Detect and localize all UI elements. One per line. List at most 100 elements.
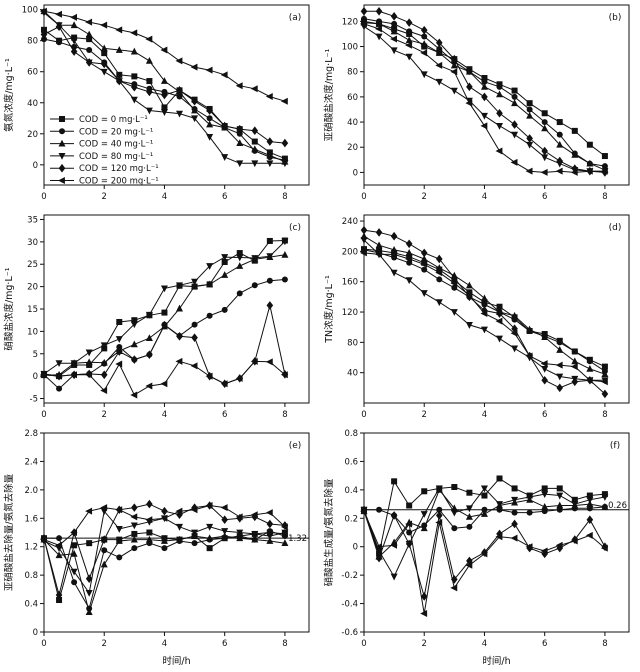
y-tick-label: 0.8 xyxy=(344,429,358,439)
triangle-down-marker xyxy=(221,154,229,161)
triangle-left-marker xyxy=(250,511,258,519)
square-marker xyxy=(541,110,548,117)
series-line xyxy=(363,487,605,578)
panel-b-chart: 0 20 40 60 80 100 120 0 2 4 6 8 亚硝酸盐浓度/mg·L⁻¹ (b) xyxy=(323,4,630,202)
circle-marker xyxy=(451,284,458,291)
square-marker xyxy=(251,138,258,145)
triangle-left-marker xyxy=(280,523,288,531)
square-marker xyxy=(541,485,548,492)
triangle-left-marker xyxy=(265,509,273,517)
circle-marker xyxy=(221,306,228,313)
series-triangle-left xyxy=(40,501,288,549)
diamond-marker xyxy=(131,355,138,364)
circle-marker xyxy=(586,358,593,365)
triangle-left-marker xyxy=(55,372,62,380)
triangle-left-marker xyxy=(480,310,488,318)
square-marker xyxy=(466,289,473,296)
triangle-left-marker xyxy=(175,357,183,365)
circle-marker xyxy=(191,321,198,328)
y-tick-label: 0.6 xyxy=(344,457,358,467)
diamond-marker xyxy=(85,58,93,67)
circle-marker xyxy=(41,36,47,43)
diamond-marker xyxy=(266,137,274,146)
diamond-marker xyxy=(176,510,183,520)
y-tick-label: -0.4 xyxy=(341,600,358,610)
triangle-left-marker xyxy=(585,167,593,175)
y-tick-label: 80 xyxy=(347,338,358,348)
square-marker xyxy=(601,153,608,160)
circle-marker xyxy=(251,282,258,289)
diamond-marker xyxy=(100,59,108,69)
triangle-up-marker xyxy=(100,560,108,568)
diamond-marker xyxy=(146,350,153,359)
circle-marker xyxy=(496,83,503,90)
triangle-left-marker xyxy=(375,250,382,258)
diamond-marker xyxy=(375,6,383,16)
square-marker xyxy=(146,78,153,85)
triangle-left-marker xyxy=(280,97,288,105)
circle-marker xyxy=(161,545,168,552)
panel-a-chart: 0 20 40 60 80 100 0 2 4 6 8 氨氮浓度/mg·L⁻¹ (a) COD = 0 m… xyxy=(3,4,310,202)
diamond-marker xyxy=(420,248,428,258)
triangle-left-marker xyxy=(265,93,273,101)
circle-marker xyxy=(556,339,563,346)
y-tick-label: 1.2 xyxy=(24,543,38,553)
triangle-left-marker xyxy=(390,541,398,549)
square-marker xyxy=(236,250,243,257)
triangle-left-marker xyxy=(600,544,608,552)
triangle-left-marker xyxy=(115,360,123,368)
square-marker xyxy=(601,363,608,370)
y-tick-label: 40 xyxy=(347,118,358,128)
y-tick-label: 20 xyxy=(347,143,358,153)
triangle-up-marker xyxy=(176,535,184,543)
triangle-up-marker xyxy=(236,534,244,542)
triangle-down-marker xyxy=(601,494,609,501)
circle-marker xyxy=(281,276,288,283)
triangle-left-marker xyxy=(465,99,473,107)
x-tick-label: 4 xyxy=(162,192,167,202)
diamond-marker xyxy=(451,273,458,283)
y-tick-label: 2.8 xyxy=(24,429,38,439)
y-tick-label: 80 xyxy=(27,37,38,47)
triangle-down-marker xyxy=(176,110,184,118)
triangle-up-marker xyxy=(206,120,214,128)
series-line xyxy=(43,240,285,377)
panel-e-chart: 0 0.4 0.8 1.2 1.6 2.0 2.4 2.8 0 2 4 6 8 亚硝酸盐去除量/氨氮去除量… xyxy=(3,429,310,667)
diamond-marker xyxy=(221,515,228,525)
circle-marker xyxy=(56,39,63,46)
triangle-up-marker xyxy=(465,281,473,289)
circle-marker xyxy=(376,506,383,513)
diamond-marker xyxy=(360,6,368,16)
triangle-down-marker xyxy=(450,509,458,517)
series-triangle-down xyxy=(360,485,609,581)
y-tick-label: 240 xyxy=(342,217,358,227)
triangle-down-marker xyxy=(435,78,443,86)
legend-label: COD = 200 mg·L⁻¹ xyxy=(79,177,159,187)
circle-marker xyxy=(541,119,548,126)
triangle-up-marker xyxy=(145,56,153,64)
y-tick-label: 30 xyxy=(27,238,38,248)
triangle-down-marker xyxy=(405,277,413,285)
y-tick-label: 80 xyxy=(347,68,358,78)
circle-marker xyxy=(236,290,243,297)
y-axis-label: 亚硝酸盐去除量/氨氮去除量 xyxy=(3,473,15,591)
y-tick-label: 0 xyxy=(33,628,38,638)
triangle-left-marker xyxy=(100,21,108,29)
triangle-left-marker xyxy=(525,352,533,360)
x-tick-label: 4 xyxy=(482,410,487,420)
triangle-left-marker xyxy=(145,382,153,390)
triangle-down-marker xyxy=(266,533,274,540)
circle-marker xyxy=(71,579,78,586)
triangle-up-marker xyxy=(206,534,214,542)
diamond-marker xyxy=(466,82,473,92)
triangle-up-marker xyxy=(236,139,244,147)
diamond-marker xyxy=(556,383,564,393)
legend-label: COD = 0 mg·L⁻¹ xyxy=(79,115,148,125)
y-tick-label: 0 xyxy=(33,372,38,382)
triangle-down-marker xyxy=(251,160,259,168)
square-marker xyxy=(146,529,153,536)
triangle-down-marker xyxy=(191,278,199,286)
triangle-up-marker xyxy=(100,358,108,366)
triangle-left-marker xyxy=(555,361,563,369)
